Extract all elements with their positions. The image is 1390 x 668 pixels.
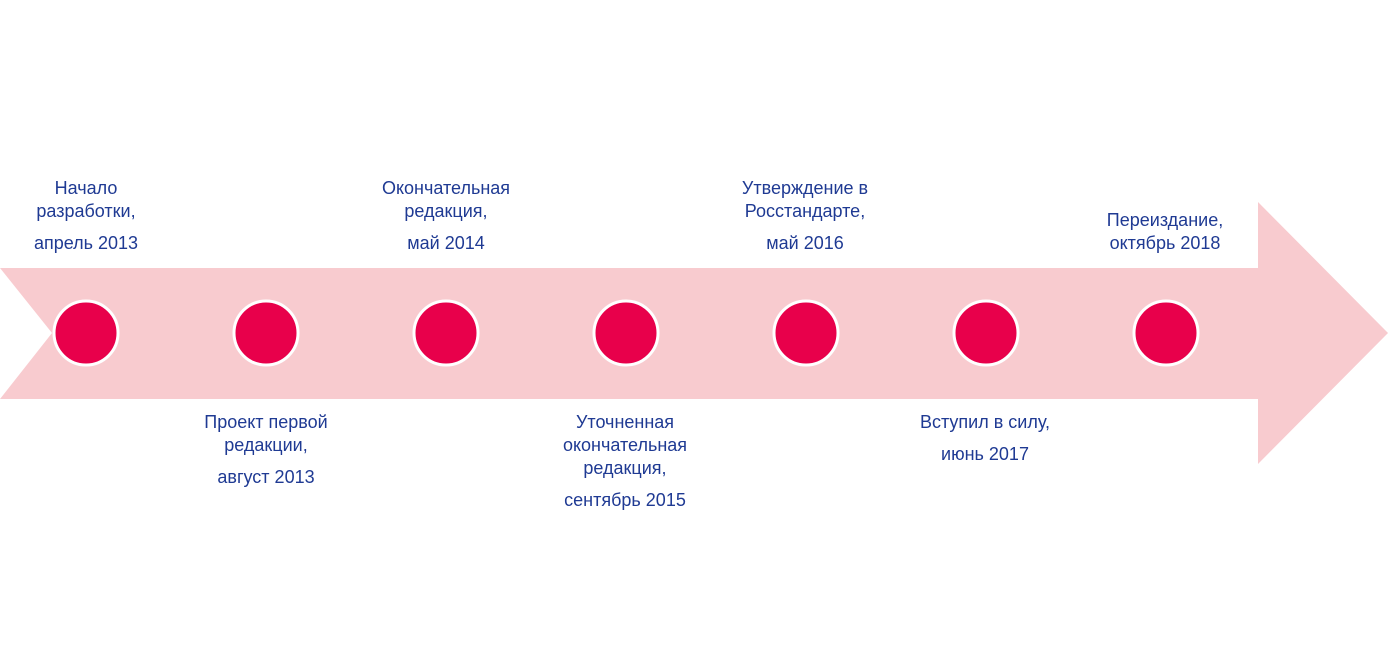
milestone-label-1: Начало разработки, апрель 2013 (0, 177, 186, 255)
milestone-dot-5 (772, 299, 840, 367)
milestone-dot-7 (1132, 299, 1200, 367)
milestone-dot-6 (952, 299, 1020, 367)
milestone-5-line-2: Росстандарте, (744, 201, 866, 221)
milestone-label-6: Вступил в силу, июнь 2017 (885, 411, 1085, 466)
milestone-4-line-2: окончательная (562, 435, 688, 455)
milestone-dot-1 (52, 299, 120, 367)
milestone-label-3: Окончательная редакция, май 2014 (346, 177, 546, 255)
milestone-label-5: Утверждение в Росстандарте, май 2016 (705, 177, 905, 255)
milestone-7-line-1: Переиздание, (1106, 210, 1224, 230)
milestone-label-2: Проект первой редакции, август 2013 (166, 411, 366, 489)
milestone-2-line-1: Проект первой (204, 412, 328, 432)
milestone-1-date: апрель 2013 (33, 233, 139, 253)
milestone-3-line-2: редакция, (404, 201, 488, 221)
arrow-body (0, 202, 1388, 464)
milestone-dot-4 (592, 299, 660, 367)
milestone-3-line-1: Окончательная (381, 178, 511, 198)
milestone-label-4: Уточненная окончательная редакция, сентя… (525, 411, 725, 512)
milestone-3-date: май 2014 (407, 233, 485, 253)
milestone-4-line-3: редакция, (583, 458, 667, 478)
milestone-dot-3 (412, 299, 480, 367)
milestone-1-line-1: Начало (54, 178, 118, 198)
milestone-4-line-1: Уточненная (575, 412, 675, 432)
milestone-1-line-2: разработки, (36, 201, 136, 221)
milestone-4-date: сентябрь 2015 (564, 490, 686, 510)
milestone-5-line-1: Утверждение в (741, 178, 869, 198)
milestone-2-date: август 2013 (217, 467, 315, 487)
milestone-dot-2 (232, 299, 300, 367)
milestone-label-7: Переиздание, октябрь 2018 (1065, 209, 1265, 255)
milestone-2-line-2: редакции, (224, 435, 308, 455)
milestone-6-line-1: Вступил в силу, (919, 412, 1051, 432)
milestone-5-date: май 2016 (766, 233, 844, 253)
milestone-7-date: октябрь 2018 (1109, 233, 1221, 253)
milestone-6-date: июнь 2017 (941, 444, 1029, 464)
